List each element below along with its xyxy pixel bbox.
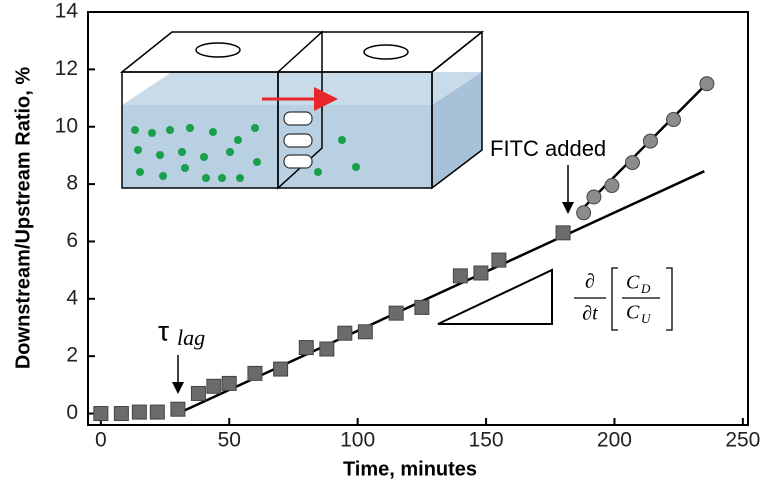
square-point — [299, 341, 313, 355]
x-tick-label: 100 — [340, 429, 375, 452]
chart: FITC added τ lag ∂ ∂t C D C U Time, minu… — [0, 0, 761, 494]
circle-point — [700, 77, 714, 91]
x-tick-label: 50 — [218, 429, 241, 452]
y-axis-label: Downstream/Upstream Ratio, % — [12, 67, 34, 370]
x-tick-label: 150 — [469, 429, 504, 452]
x-axis-label: Time, minutes — [343, 458, 477, 480]
formula-c: C — [626, 272, 640, 294]
y-tick-label: 14 — [55, 0, 79, 23]
square-point — [492, 253, 506, 267]
square-point — [150, 405, 164, 419]
square-point — [474, 266, 488, 280]
circle-point — [667, 113, 681, 127]
square-point — [320, 342, 334, 356]
y-tick-label: 12 — [55, 57, 78, 80]
square-point — [207, 379, 221, 393]
formula-c-sub: U — [641, 311, 652, 326]
y-tick-label: 2 — [66, 344, 78, 367]
square-point — [171, 402, 185, 416]
formula-den: ∂t — [582, 303, 598, 325]
square-point — [556, 226, 570, 240]
square-point — [94, 407, 108, 421]
y-tick-label: 4 — [66, 286, 78, 309]
square-point — [248, 366, 262, 380]
square-point — [191, 386, 205, 400]
water-front — [122, 105, 432, 188]
square-point — [114, 407, 128, 421]
formula-c: C — [626, 302, 640, 324]
formula-num: ∂ — [585, 271, 595, 293]
square-point — [415, 300, 429, 314]
formula: ∂ ∂t C D C U — [574, 268, 672, 330]
square-point — [222, 376, 236, 390]
tau-symbol: τ — [158, 315, 169, 346]
circle-point — [587, 190, 601, 204]
y-tick-label: 0 — [66, 401, 78, 424]
tau-subscript: lag — [177, 325, 205, 350]
formula-c-sub: D — [640, 281, 651, 296]
square-point — [338, 326, 352, 340]
square-point — [358, 325, 372, 339]
circle-point — [643, 134, 657, 148]
square-point — [274, 362, 288, 376]
x-tick-label: 250 — [725, 429, 760, 452]
inset-diagram — [122, 32, 482, 188]
square-point — [132, 405, 146, 419]
y-tick-label: 10 — [55, 114, 78, 137]
fitc-label: FITC added — [490, 136, 606, 161]
circle-point — [577, 206, 591, 220]
x-tick-label: 0 — [95, 429, 107, 452]
circle-point — [605, 179, 619, 193]
circle-point — [625, 156, 639, 170]
square-point — [453, 269, 467, 283]
x-tick-label: 200 — [597, 429, 632, 452]
square-point — [389, 306, 403, 320]
y-tick-label: 8 — [66, 172, 78, 195]
y-tick-label: 6 — [66, 229, 78, 252]
